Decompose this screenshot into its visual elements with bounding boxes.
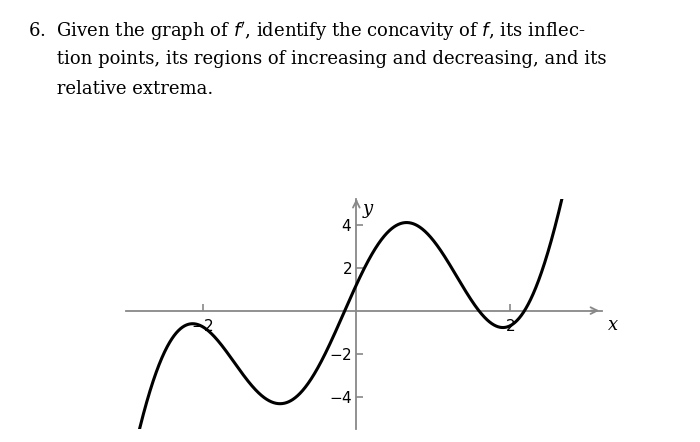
Text: tion points, its regions of increasing and decreasing, and its: tion points, its regions of increasing a… xyxy=(28,50,606,68)
Text: y: y xyxy=(363,200,372,218)
Text: x: x xyxy=(608,316,618,334)
Text: relative extrema.: relative extrema. xyxy=(28,80,214,98)
Text: 6.  Given the graph of $f'$, identify the concavity of $f$, its inflec-: 6. Given the graph of $f'$, identify the… xyxy=(28,20,585,43)
